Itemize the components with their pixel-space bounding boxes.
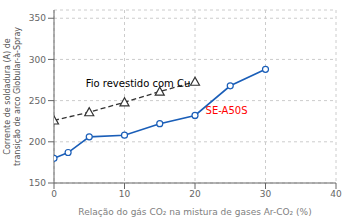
svg-text:40: 40 bbox=[330, 189, 342, 199]
svg-text:20: 20 bbox=[189, 189, 201, 199]
svg-text:350: 350 bbox=[29, 13, 46, 23]
svg-text:200: 200 bbox=[29, 137, 46, 147]
svg-text:30: 30 bbox=[260, 189, 272, 199]
svg-text:300: 300 bbox=[29, 55, 46, 65]
svg-text:SE-A50S: SE-A50S bbox=[206, 105, 248, 116]
svg-text:10: 10 bbox=[119, 189, 131, 199]
svg-text:Corrente de soldadura (A) detr: Corrente de soldadura (A) detransição de… bbox=[8, 27, 22, 166]
svg-text:0: 0 bbox=[51, 189, 57, 199]
svg-text:Relação do gás CO₂ na mistura: Relação do gás CO₂ na mistura de gases A… bbox=[78, 207, 311, 217]
svg-text:250: 250 bbox=[29, 96, 46, 106]
svg-text:Fio revestido com Cu: Fio revestido com Cu bbox=[86, 78, 191, 89]
svg-text:150: 150 bbox=[29, 178, 46, 188]
